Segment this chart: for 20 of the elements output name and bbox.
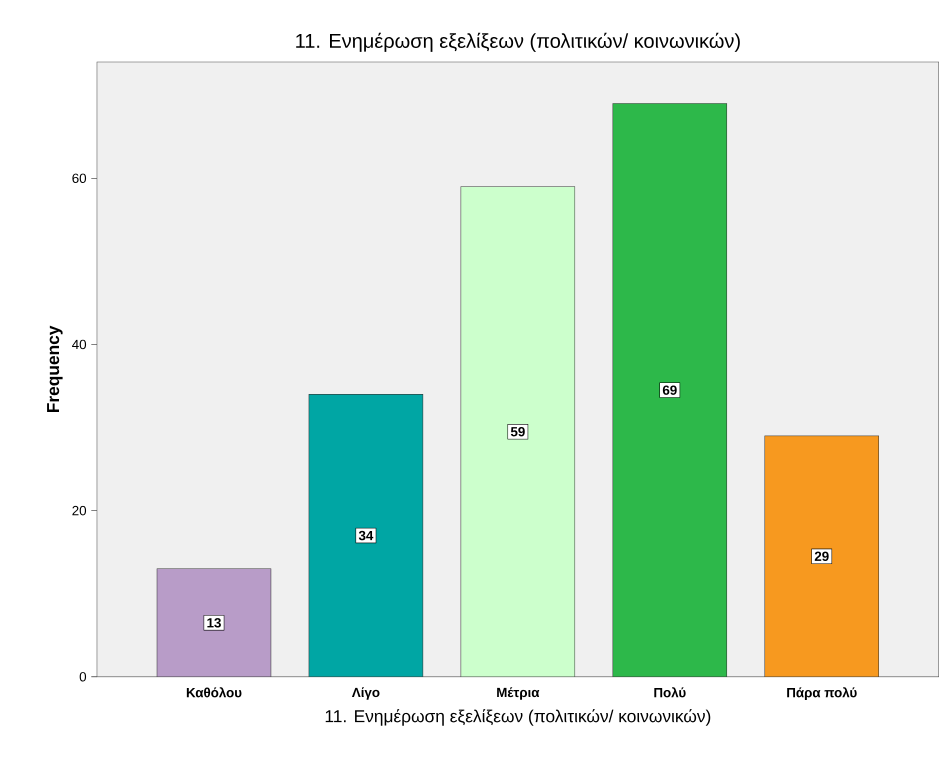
y-tick-label: 20 [72,506,86,516]
y-axis-title: Frequency [47,326,63,412]
y-tick-label: 40 [72,340,86,350]
x-tick-label: Μέτρια [497,687,540,700]
x-axis-title: 11. Ενημέρωση εξελίξεων (πολιτικών/ κοινωνικών) [326,709,710,726]
y-tick-label: 60 [72,174,86,184]
x-tick-label: Καθόλου [186,687,242,698]
chart-title: 11. Ενημέρωση εξελίξεων (πολιτικών/ κοινωνικών) [296,32,740,52]
bar [764,436,879,677]
x-tick-label: Πολύ [654,687,686,698]
data-label: 13 [207,618,221,628]
data-label: 29 [814,552,829,562]
data-label: 69 [662,386,677,395]
y-tick-label: 0 [80,672,86,682]
x-tick-label: Πάρα πολύ [787,687,857,700]
x-tick-label: Λίγο [352,687,380,700]
bar [308,394,424,677]
data-label: 59 [510,427,525,437]
bar [460,186,576,677]
data-label: 34 [358,530,374,540]
